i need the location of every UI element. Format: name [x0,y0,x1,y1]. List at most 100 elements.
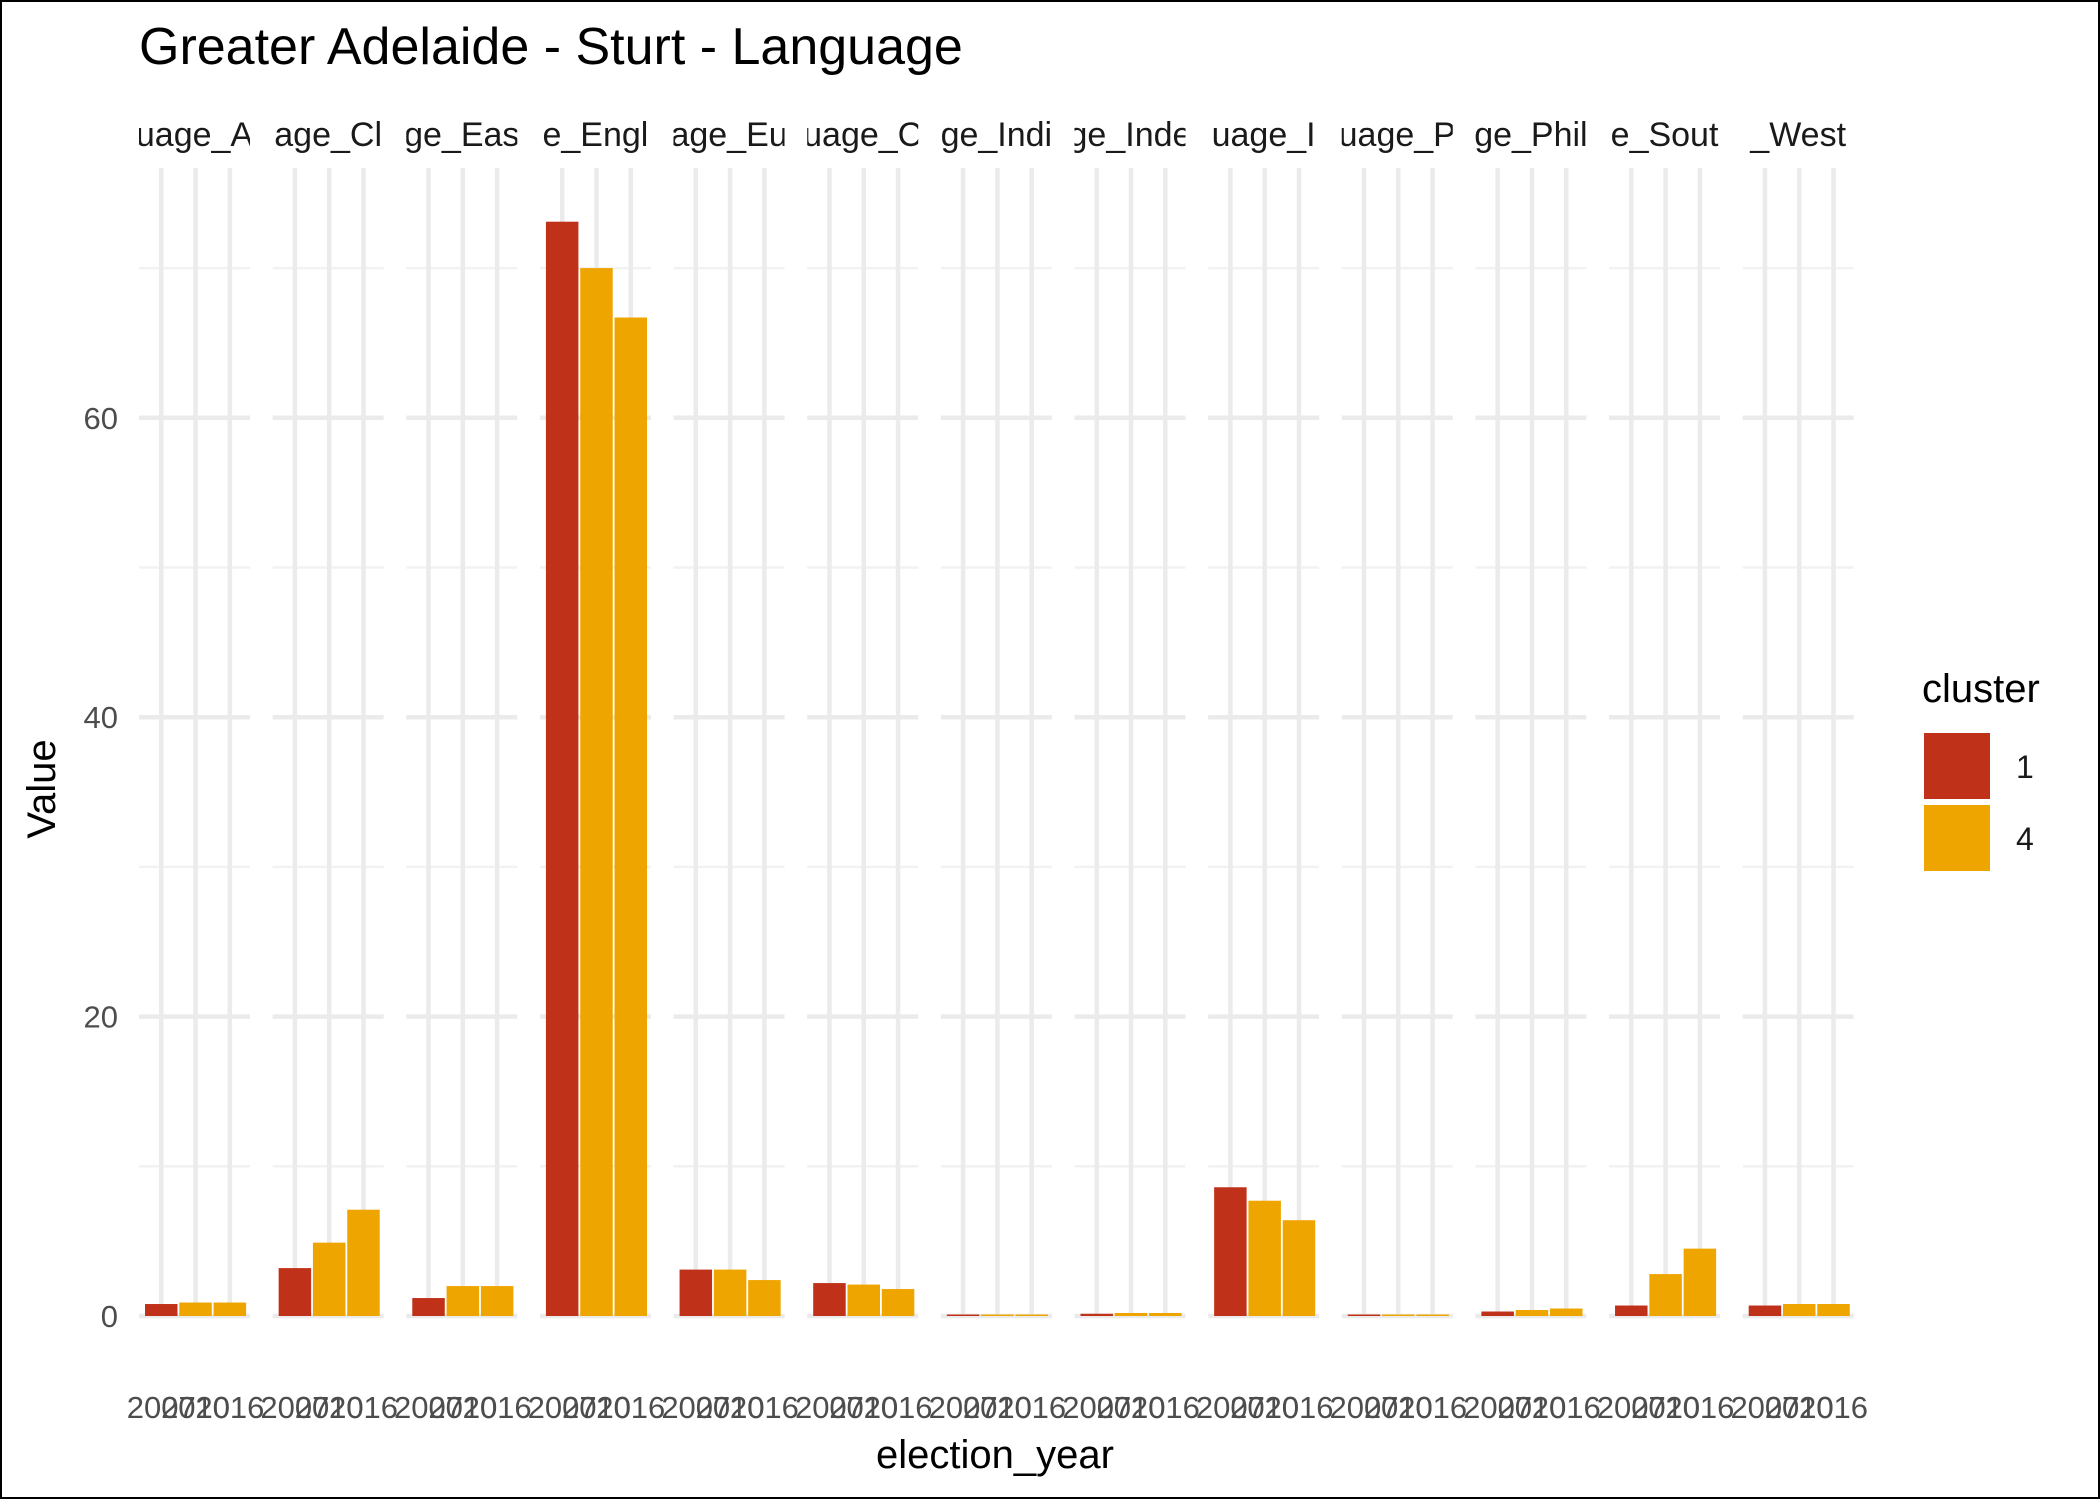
x-tick-label: 2007 [795,1390,864,1425]
x-tick-label: 2010 [1497,1390,1566,1425]
bar-ge_Inde-2016 [1149,1313,1182,1316]
bar-e_Engl-2007 [545,221,579,1316]
x-tick-label: 2010 [562,1390,631,1425]
bar-ge_Eas-2007 [412,1298,445,1316]
x-tick-label: 2010 [1364,1390,1433,1425]
facet-label: ge_Inde [1069,116,1192,154]
y-tick-label: 0 [101,1299,118,1334]
facet-strip-labels: uage_A age_Cl ge_Eas e_Engl age_Eu uage_C ge_I… [136,116,1847,154]
x-tick-label: 2007 [661,1390,730,1425]
x-axis-title: election_year [876,1433,1114,1477]
legend-label: 4 [2016,821,2034,857]
legend-label: 1 [2016,749,2034,785]
bar-age_Eu-2007 [679,1269,713,1316]
bar-uage_I-2007 [1214,1187,1247,1316]
x-tick-label: 2016 [1398,1390,1467,1425]
bar-age_Eu-2016 [748,1280,781,1316]
bar-uage_I-2010 [1248,1200,1281,1316]
x-tick-label: 2007 [127,1390,196,1425]
facet-label: uage_P [1339,116,1456,154]
x-tick-label: 2007 [1196,1390,1265,1425]
facet-label: ge_Eas [404,116,519,154]
x-tick-label: 2016 [463,1390,532,1425]
bar-uage_A-2016 [213,1302,247,1316]
x-tick-label: 2016 [596,1390,665,1425]
bar-uage_P-2010 [1382,1314,1415,1316]
legend-key-4 [1924,805,1990,871]
bar-e_Sout-2007 [1615,1305,1648,1316]
bar-ge_Inde-2007 [1080,1313,1113,1316]
x-tick-label: 2010 [963,1390,1032,1425]
bar-uage_I-2016 [1282,1220,1316,1316]
chart-title: Greater Adelaide - Sturt - Language [139,18,963,76]
x-tick-label: 2016 [1799,1390,1868,1425]
y-tick-label: 40 [84,700,118,735]
bar-ge_Indi-2016 [1015,1314,1048,1316]
bar-_West-2010 [1782,1304,1816,1316]
grid-layer [139,168,1854,1319]
x-tick-label: 2016 [1665,1390,1734,1425]
y-axis-ticks: 0 20 40 60 [84,401,118,1334]
facet-label: e_Engl [542,116,648,154]
x-tick-label: 2010 [295,1390,364,1425]
bar-_West-2007 [1748,1305,1782,1316]
bar-ge_Eas-2016 [480,1286,514,1316]
x-tick-label: 2010 [161,1390,230,1425]
x-tick-label: 2016 [1131,1390,1200,1425]
x-tick-label: 2007 [528,1390,597,1425]
y-axis-title: Value [20,739,64,838]
facet-label: e_Sout [1611,116,1719,154]
bar-ge_Eas-2010 [446,1286,480,1316]
bar-age_Cl-2010 [312,1242,346,1316]
bar-ge_Phil-2007 [1481,1311,1514,1316]
x-tick-label: 2010 [696,1390,765,1425]
bar-_West-2016 [1817,1304,1850,1316]
y-tick-label: 20 [84,1000,118,1035]
bar-uage_C-2016 [881,1289,915,1316]
x-tick-label: 2010 [1230,1390,1299,1425]
facet-label: _West [1749,116,1846,154]
bar-uage_C-2007 [813,1283,846,1316]
x-tick-label: 2007 [260,1390,329,1425]
bar-uage_P-2016 [1416,1314,1449,1316]
x-tick-label: 2007 [394,1390,463,1425]
x-tick-label: 2010 [829,1390,898,1425]
x-tick-label: 2016 [195,1390,264,1425]
bar-e_Sout-2010 [1649,1274,1682,1316]
x-axis-ticks: 2007201020162007201020162007201020162007… [127,1390,1868,1425]
legend: cluster 1 4 [1922,667,2040,871]
y-tick-label: 60 [84,401,118,436]
facet-label: uage_A [136,116,254,154]
legend-key-1 [1924,733,1990,799]
bar-ge_Phil-2016 [1550,1308,1583,1316]
facet-label: uage_I [1212,116,1316,154]
x-tick-label: 2007 [1463,1390,1532,1425]
x-tick-label: 2016 [1264,1390,1333,1425]
x-tick-label: 2007 [1597,1390,1666,1425]
bar-uage_C-2010 [847,1284,880,1316]
x-tick-label: 2007 [929,1390,998,1425]
bar-e_Engl-2016 [614,317,648,1317]
facet-label: ge_Phil [1474,116,1587,154]
x-tick-label: 2010 [1631,1390,1700,1425]
x-tick-label: 2010 [428,1390,497,1425]
x-tick-label: 2016 [329,1390,398,1425]
facet-label: uage_C [803,116,922,154]
bar-ge_Inde-2010 [1114,1313,1148,1316]
bar-ge_Indi-2010 [981,1314,1014,1316]
bar-age_Cl-2007 [278,1268,312,1316]
bars-layer [145,221,1850,1317]
x-tick-label: 2007 [1330,1390,1399,1425]
x-tick-label: 2007 [1730,1390,1799,1425]
x-tick-label: 2010 [1765,1390,1834,1425]
bar-ge_Phil-2010 [1515,1310,1549,1316]
bar-uage_P-2007 [1347,1314,1381,1316]
bar-age_Eu-2010 [713,1269,747,1316]
bar-uage_A-2010 [179,1302,212,1316]
x-tick-label: 2007 [1062,1390,1131,1425]
bar-age_Cl-2016 [347,1209,380,1316]
x-tick-label: 2016 [864,1390,933,1425]
facet-label: ge_Indi [941,116,1053,154]
